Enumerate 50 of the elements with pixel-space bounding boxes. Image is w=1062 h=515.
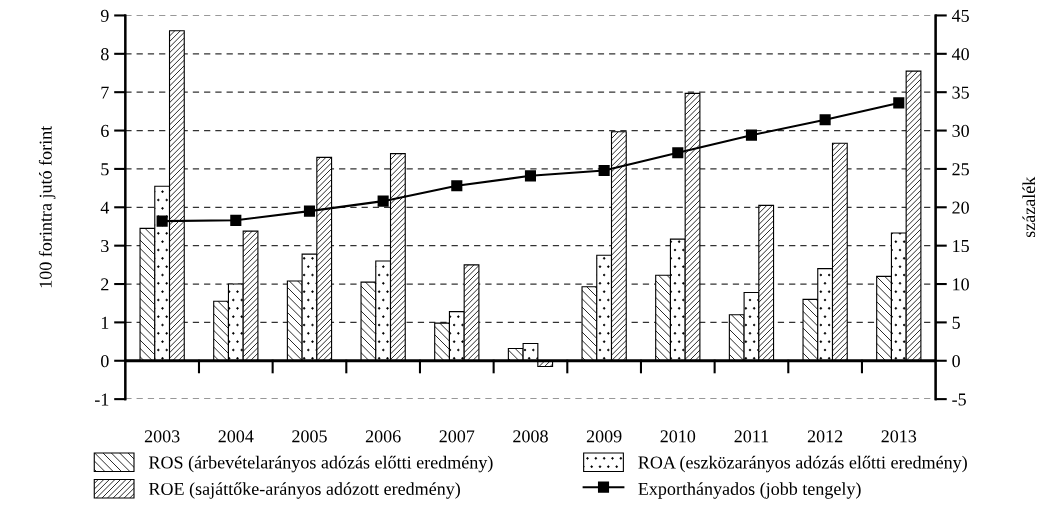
y2-tick-label: -5 [952,393,966,406]
y-tick-label: -1 [94,393,109,406]
y-tick-label: 9 [100,9,109,22]
y2-tick-label: 40 [951,48,969,61]
y-tick-label: 1 [101,316,109,329]
y-tick-label: 7 [101,86,109,99]
point [819,114,831,126]
point [156,215,168,227]
y-tick-label: 3 [101,239,109,253]
y2-tick-label: 30 [952,124,969,137]
y-tick-label: 2 [101,278,109,291]
y2-tick-label: 0 [952,355,960,368]
x-tick-label: 2009 [586,430,622,443]
x-tick-label: 2003 [144,430,180,443]
x-tick-label: 2013 [881,430,917,443]
x-tick-label: 2008 [513,430,548,443]
point [672,147,684,159]
x-tick-label: 2010 [660,430,696,443]
point [524,170,537,182]
x-tick-label: 2004 [218,430,254,443]
legend-label: ROA (eszközarányos adózás előtti eredmény) [638,455,967,473]
point [303,205,316,217]
legend-label: ROS (árbevételarányos adózás előtti eredmény) [148,455,493,473]
y2-tick-label: 5 [952,316,960,329]
point [745,129,758,141]
y-tick-label: 5 [101,163,109,176]
point [893,97,905,109]
point [230,214,242,226]
x-tick-label: 2005 [292,430,327,443]
legend-label: Exporthányados (jobb tengely) [638,482,861,499]
y-tick-label: 8 [101,48,109,61]
y2-tick-label: 25 [952,163,969,176]
y-tick-label: 0 [101,355,109,368]
x-tick-label: 2006 [365,430,401,443]
point [598,164,610,177]
y-tick-label: 4 [100,201,110,214]
y2-tick-label: 10 [953,278,969,291]
point [451,180,463,192]
y2-tick-label: 15 [953,240,969,253]
y2-tick-label: 20 [952,201,969,214]
y-axis-title: 100 forintra jutó forint [38,125,56,288]
y-tick-label: 6 [101,124,109,137]
x-tick-label: 2011 [734,430,769,443]
y2-tick-label: 45 [951,9,969,22]
y2-tick-label: 35 [952,86,969,99]
x-tick-label: 2007 [439,430,475,443]
legend-label: ROE (sajáttőke-arányos adózott eredmény) [148,482,460,499]
point [377,195,389,207]
y2-axis-title: százalék [1022,176,1036,238]
x-tick-label: 2012 [807,430,843,443]
